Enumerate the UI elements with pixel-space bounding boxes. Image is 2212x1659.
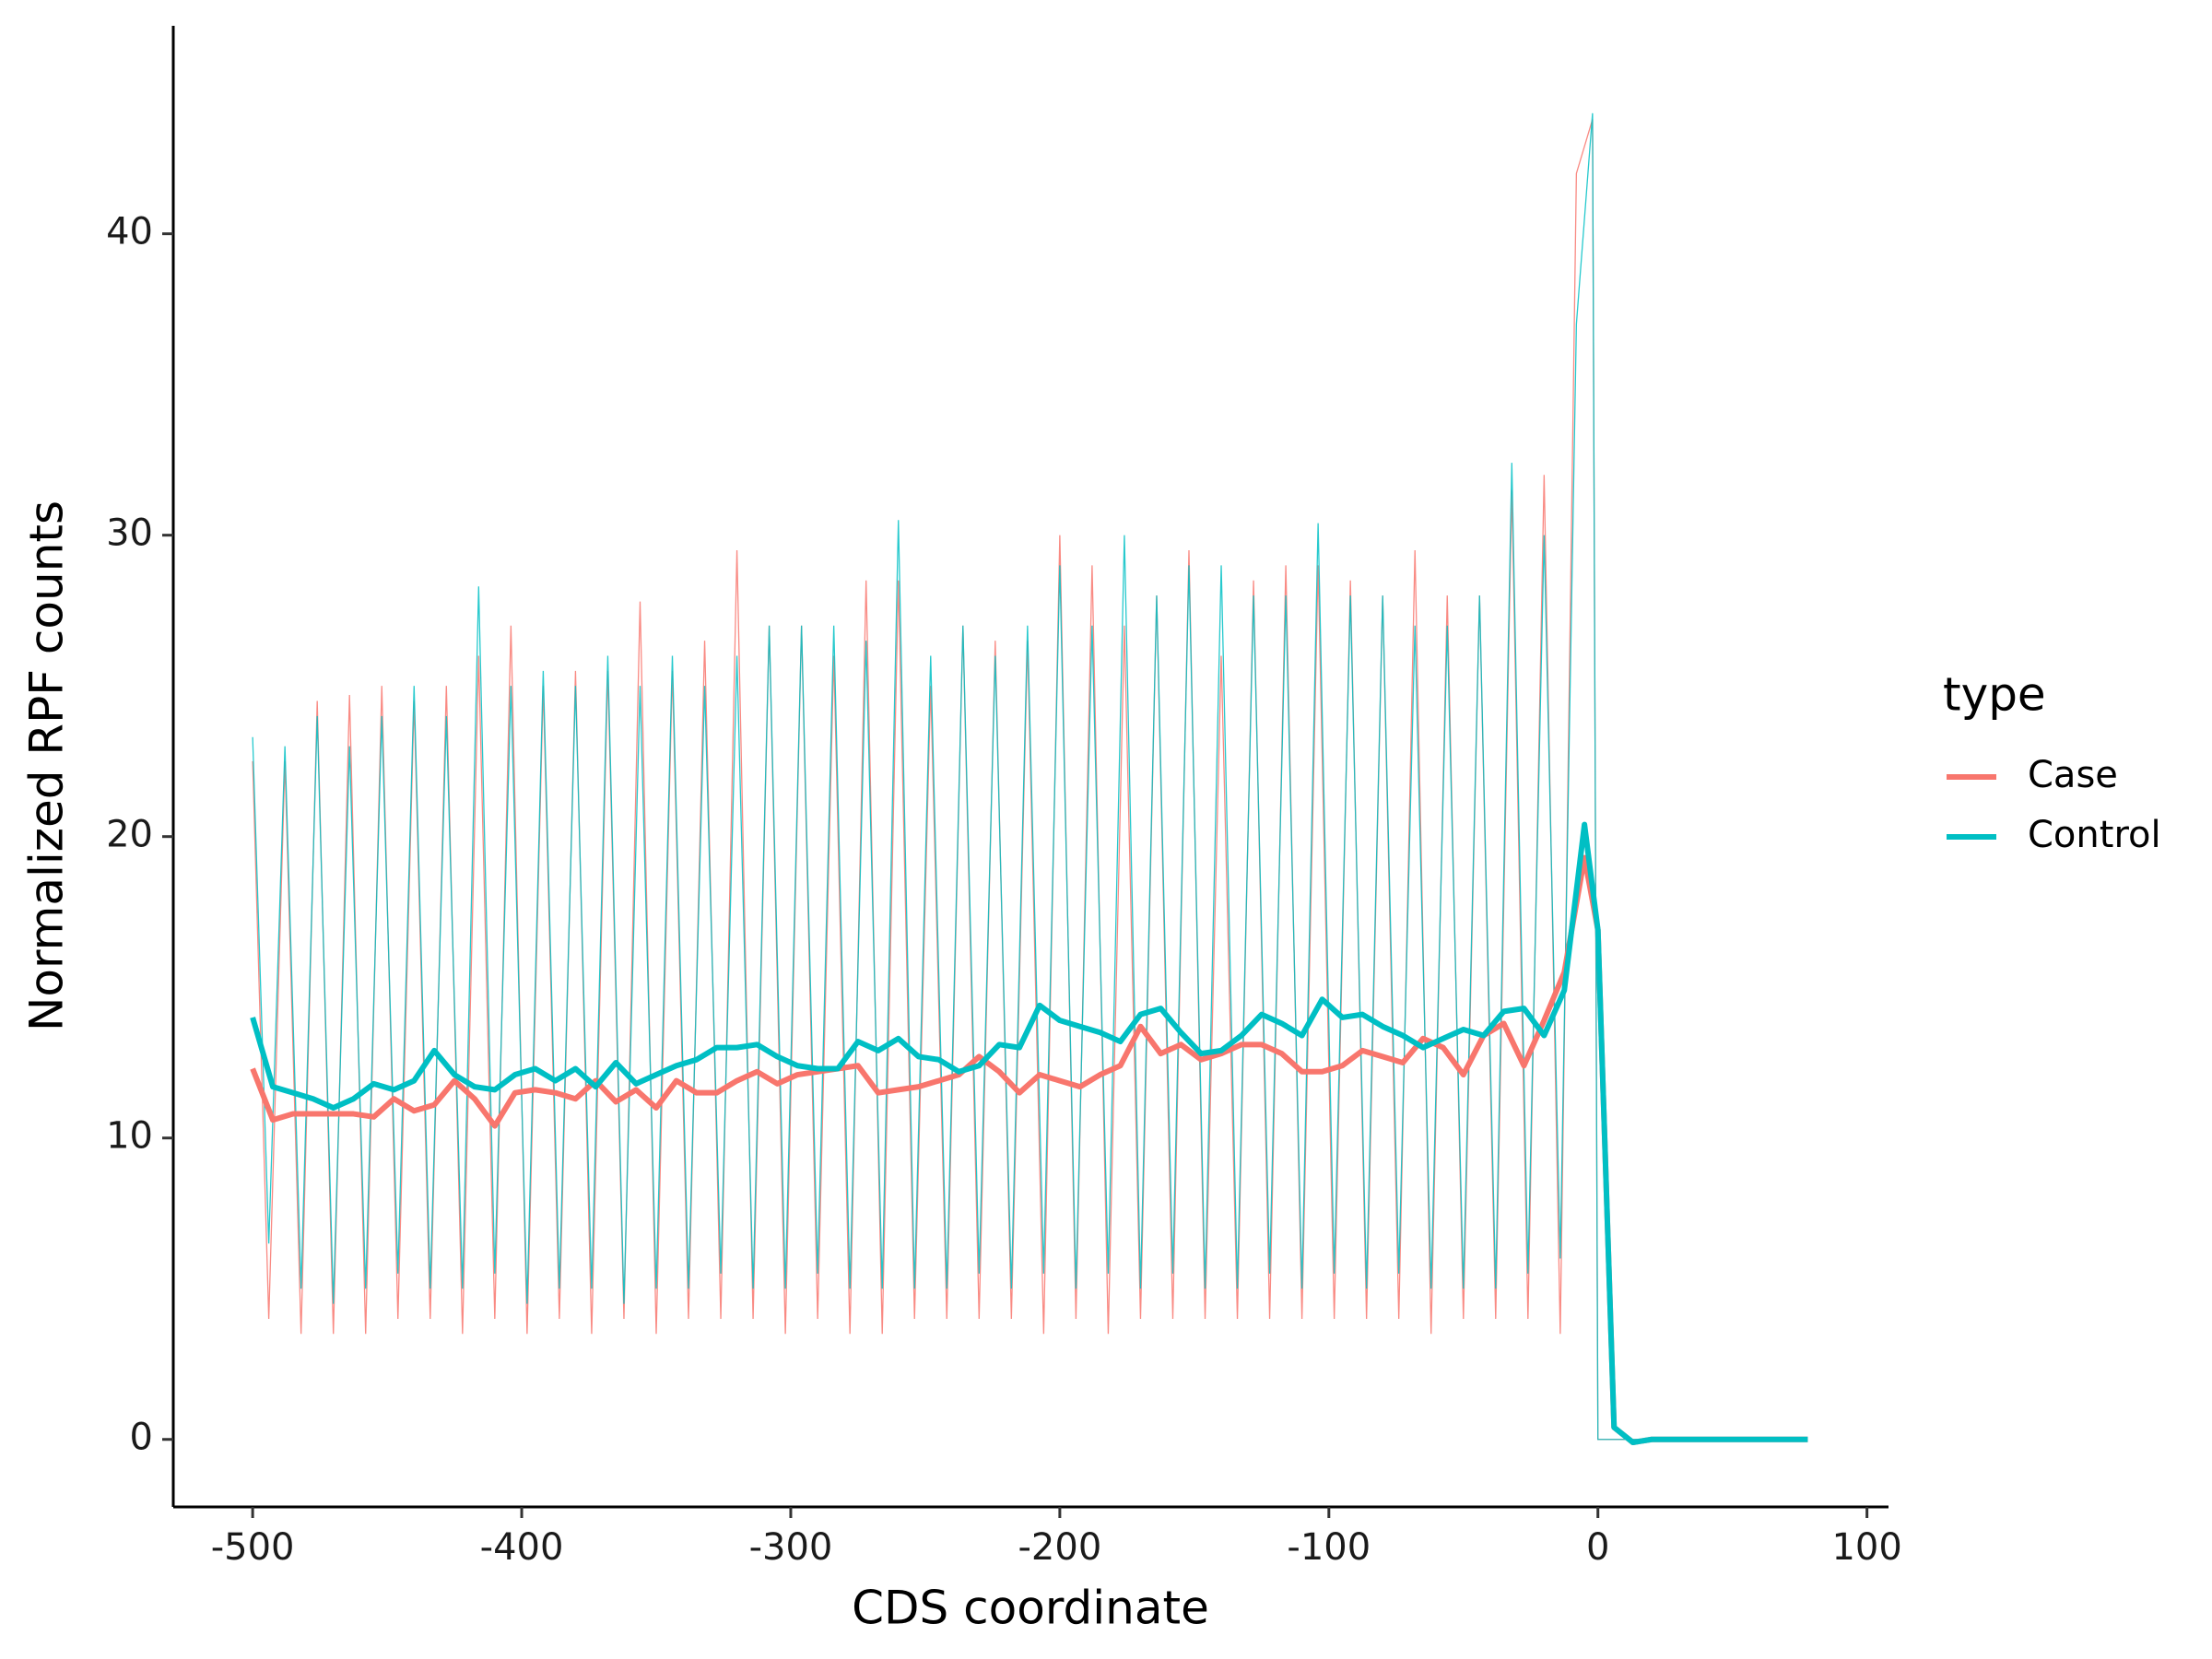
legend-label: Case — [2028, 754, 2118, 796]
y-tick-label: 0 — [130, 1417, 153, 1459]
x-tick-label: -200 — [1018, 1526, 1101, 1569]
raw-signal-line — [252, 119, 1808, 1441]
x-axis-title: CDS coordinate — [852, 1582, 1209, 1635]
y-tick-label: 30 — [106, 512, 153, 555]
x-tick-label: 100 — [1831, 1526, 1901, 1569]
x-tick-label: 0 — [1586, 1526, 1609, 1569]
x-tick-label: -100 — [1287, 1526, 1371, 1569]
raw-signal-line — [252, 112, 1808, 1441]
series-line — [250, 821, 1808, 1446]
x-tick-label: -300 — [749, 1526, 833, 1569]
y-tick-label: 40 — [106, 211, 153, 253]
x-tick-label: -500 — [211, 1526, 295, 1569]
y-tick-label: 10 — [106, 1115, 153, 1158]
y-tick-label: 20 — [106, 814, 153, 856]
legend-label: Control — [2028, 814, 2161, 856]
x-tick-label: -400 — [480, 1526, 564, 1569]
series-line — [250, 854, 1808, 1446]
y-axis-title: Normalized RPF counts — [20, 500, 74, 1031]
legend-title: type — [1943, 668, 2046, 722]
